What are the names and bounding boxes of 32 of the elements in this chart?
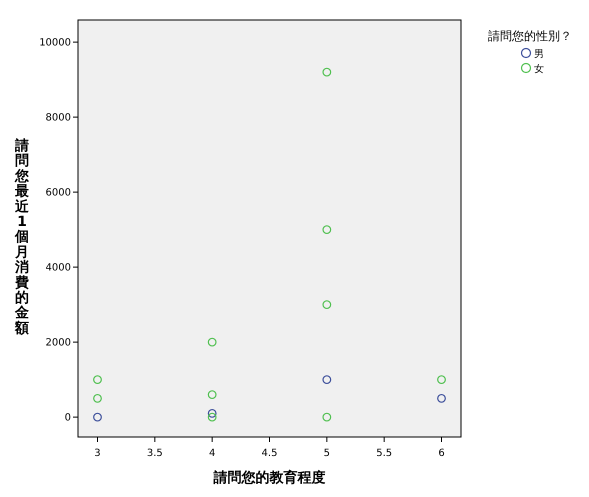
x-tick-label: 4.5	[262, 448, 278, 459]
point	[93, 394, 102, 403]
x-tick-label: 6	[438, 448, 445, 459]
point	[437, 394, 446, 403]
y-tick-label: 0	[64, 412, 71, 424]
point	[208, 390, 217, 400]
x-axis-title: 請問您的教育程度	[212, 469, 326, 486]
x-tick-label: 5	[324, 448, 330, 459]
point	[208, 412, 217, 422]
point	[322, 225, 332, 234]
legend-label: 女	[534, 63, 544, 75]
point	[208, 408, 217, 418]
x-tick-label: 5.5	[376, 448, 392, 459]
text: 請問您最近1個月消費的金額	[15, 138, 29, 336]
point	[322, 68, 332, 77]
legend-title: 請問您的性別？	[488, 29, 572, 43]
y-tick-label: 10000	[39, 38, 71, 49]
x-tick-label: 3.5	[146, 448, 163, 459]
y-tick-label: 8000	[46, 112, 71, 124]
point	[322, 412, 332, 422]
y-tick-label: 4000	[46, 262, 71, 274]
legend-label: 男	[534, 49, 544, 60]
point	[322, 375, 332, 384]
x-tick-label: 3	[94, 448, 101, 459]
y-tick-label: 2000	[46, 338, 71, 349]
point	[322, 300, 332, 310]
point	[93, 375, 102, 384]
y-tick-label: 6000	[46, 188, 71, 199]
x-tick-label: 4	[208, 448, 216, 459]
point	[208, 338, 217, 347]
point	[437, 375, 446, 384]
point	[93, 412, 102, 422]
